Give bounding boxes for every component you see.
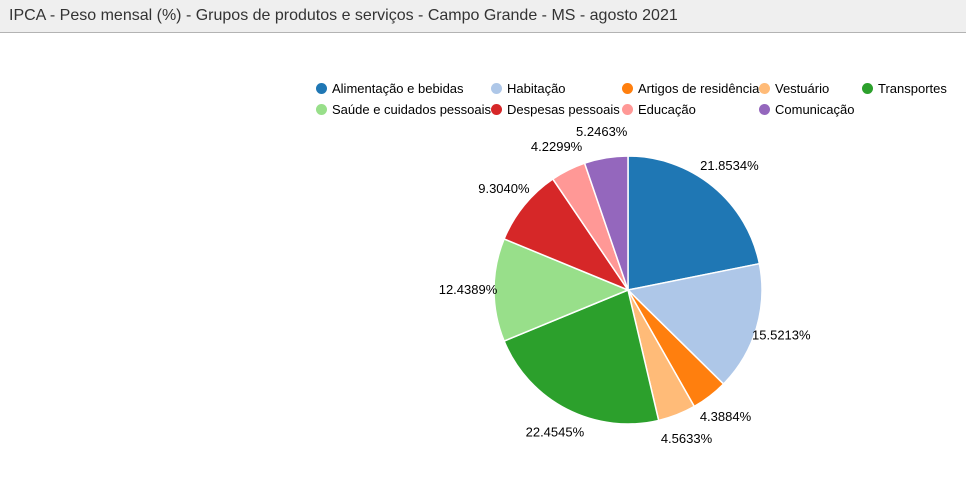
legend-item-label: Artigos de residência [638, 80, 760, 96]
slice-value-label-despesas-pessoais: 9.3040% [478, 181, 530, 196]
legend-item-habitacao[interactable]: Habitação [491, 80, 622, 96]
legend-item-label: Habitação [507, 80, 566, 96]
legend-item-label: Transportes [878, 80, 947, 96]
slice-value-label-alimentacao-e-bebidas: 21.8534% [700, 158, 759, 173]
legend-item-transportes[interactable]: Transportes [862, 80, 947, 96]
legend-color-dot [316, 103, 327, 115]
legend-item-educacao[interactable]: Educação [622, 101, 759, 117]
pie-slice-transportes[interactable] [503, 289, 660, 425]
slice-value-label-transportes: 22.4545% [526, 424, 585, 439]
legend-item-label: Vestuário [775, 80, 830, 96]
legend-color-dot [759, 82, 770, 94]
legend-item-comunicacao[interactable]: Comunicação [759, 101, 862, 117]
legend-item-despesas-pessoais[interactable]: Despesas pessoais [491, 101, 622, 117]
legend-item-artigos-de-residencia[interactable]: Artigos de residência [622, 80, 759, 96]
pie-slice-despesas-pessoais[interactable] [503, 178, 629, 291]
legend-item-saude-e-cuidados-pessoais[interactable]: Saúde e cuidados pessoais [316, 101, 491, 117]
pie-slice-habitacao[interactable] [627, 262, 763, 385]
slice-value-label-vestuario: 4.5633% [661, 431, 713, 446]
legend-item-label: Educação [638, 101, 696, 117]
legend-item-label: Saúde e cuidados pessoais [332, 101, 492, 117]
chart-title-bar: IPCA - Peso mensal (%) - Grupos de produ… [0, 0, 966, 33]
legend-color-dot [491, 103, 502, 115]
legend-color-dot [759, 103, 770, 115]
pie-slice-saude-e-cuidados-pessoais[interactable] [493, 238, 629, 342]
slice-value-label-saude-e-cuidados-pessoais: 12.4389% [439, 282, 498, 297]
legend-item-alimentacao-e-bebidas[interactable]: Alimentação e bebidas [316, 80, 491, 96]
legend-item-label: Despesas pessoais [507, 101, 620, 117]
chart-legend: Alimentação e bebidas Habitação Artigos de… [316, 80, 947, 117]
pie-slice-alimentacao-e-bebidas[interactable] [627, 155, 761, 291]
slice-value-label-educacao: 4.2299% [531, 139, 583, 154]
slice-value-label-habitacao: 15.5213% [752, 328, 811, 343]
legend-item-label: Comunicação [775, 101, 855, 117]
chart-title: IPCA - Peso mensal (%) - Grupos de produ… [9, 7, 678, 24]
slice-value-label-artigos-de-residencia: 4.3884% [700, 409, 752, 424]
legend-item-label: Alimentação e bebidas [332, 80, 464, 96]
legend-item-vestuario[interactable]: Vestuário [759, 80, 862, 96]
legend-color-dot [862, 82, 873, 94]
legend-color-dot [316, 82, 327, 94]
legend-color-dot [622, 103, 633, 115]
legend-color-dot [491, 82, 502, 94]
pie-slice-comunicacao[interactable] [583, 155, 629, 291]
slice-value-label-comunicacao: 5.2463% [576, 124, 628, 139]
legend-color-dot [622, 82, 633, 94]
